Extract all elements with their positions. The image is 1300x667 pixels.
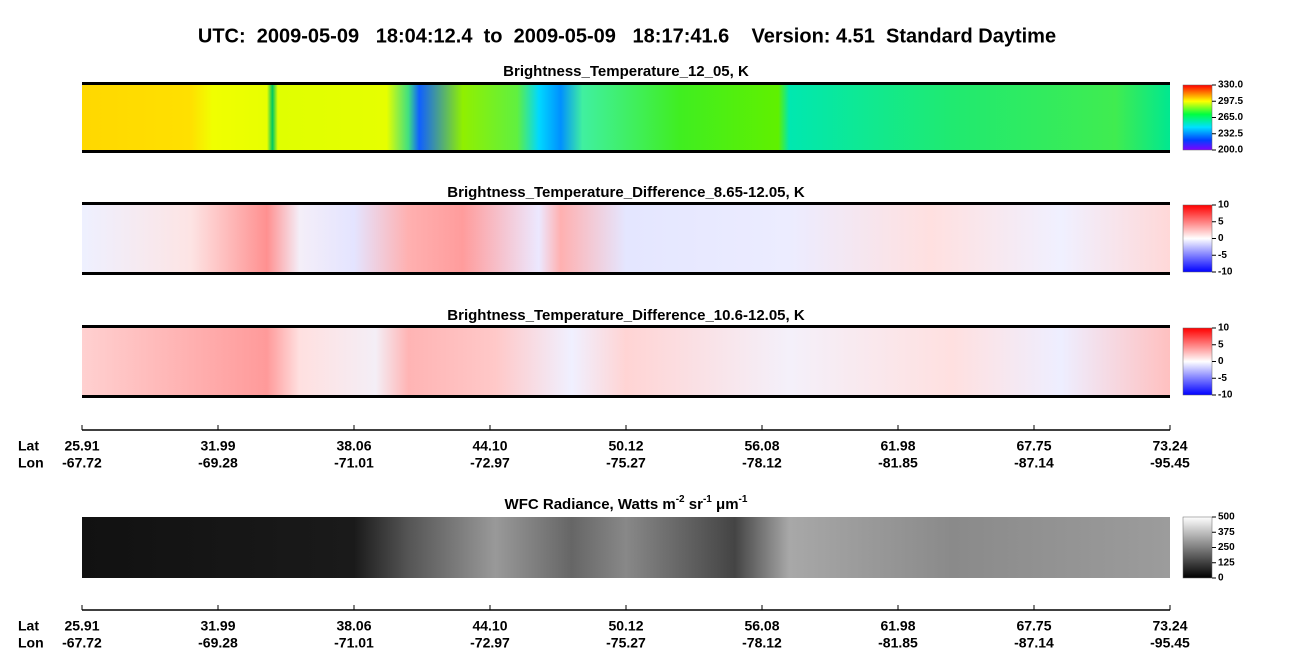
colorbar-tick-label: 125 bbox=[1218, 557, 1235, 568]
title-part: Brightness_Temperature_Difference_8.65-1… bbox=[447, 184, 805, 201]
colorbar bbox=[1182, 204, 1213, 273]
data-strip bbox=[82, 517, 1170, 578]
colorbar-tick-label: 0 bbox=[1218, 356, 1224, 367]
lon-value: -78.12 bbox=[742, 635, 782, 651]
lon-value: -71.01 bbox=[334, 635, 374, 651]
lon-value: -81.85 bbox=[878, 455, 918, 471]
lat-value: 44.10 bbox=[472, 618, 507, 634]
colorbar bbox=[1182, 516, 1213, 579]
strip-border-bottom bbox=[82, 395, 1170, 398]
title-part: -1 bbox=[739, 494, 748, 505]
title-part: -1 bbox=[703, 494, 712, 505]
colorbar-tick-label: 5 bbox=[1218, 339, 1224, 350]
strip-border-top bbox=[82, 82, 1170, 85]
colorbar-tick-label: 297.5 bbox=[1218, 96, 1243, 107]
lat-value: 38.06 bbox=[336, 618, 371, 634]
strip-border-bottom bbox=[82, 272, 1170, 275]
title-part: μm bbox=[712, 496, 739, 513]
colorbar-tick-label: 0 bbox=[1218, 233, 1224, 244]
main-title: UTC: 2009-05-09 18:04:12.4 to 2009-05-09… bbox=[198, 25, 1056, 47]
lon-value: -67.72 bbox=[62, 455, 102, 471]
panel-title: Brightness_Temperature_Difference_8.65-1… bbox=[447, 184, 805, 201]
lon-label: Lon bbox=[18, 455, 44, 471]
lon-value: -75.27 bbox=[606, 455, 646, 471]
data-strip bbox=[82, 85, 1170, 150]
strip-border-top bbox=[82, 202, 1170, 205]
colorbar-tick-label: 250 bbox=[1218, 542, 1235, 553]
colorbar-tick-label: -10 bbox=[1218, 267, 1233, 278]
lat-value: 56.08 bbox=[744, 438, 779, 454]
colorbar-tick-label: -5 bbox=[1218, 250, 1227, 261]
data-strip bbox=[82, 328, 1170, 395]
lon-value: -81.85 bbox=[878, 635, 918, 651]
lon-value: -72.97 bbox=[470, 635, 510, 651]
panel-title: Brightness_Temperature_12_05, K bbox=[503, 63, 749, 80]
lon-value: -75.27 bbox=[606, 635, 646, 651]
lon-value: -95.45 bbox=[1150, 635, 1190, 651]
title-part: -2 bbox=[676, 494, 685, 505]
colorbar-tick-label: 10 bbox=[1218, 323, 1230, 334]
colorbar-tick-label: 330.0 bbox=[1218, 80, 1243, 91]
lon-value: -78.12 bbox=[742, 455, 782, 471]
colorbar-tick-label: 200.0 bbox=[1218, 145, 1243, 156]
panel-title: Brightness_Temperature_Difference_10.6-1… bbox=[447, 307, 805, 324]
strip-border-bottom bbox=[82, 150, 1170, 153]
lat-value: 50.12 bbox=[608, 438, 643, 454]
colorbar-tick-label: 10 bbox=[1218, 200, 1230, 211]
colorbar-tick-label: 265.0 bbox=[1218, 112, 1243, 123]
lon-value: -69.28 bbox=[198, 455, 238, 471]
colorbar bbox=[1182, 84, 1213, 151]
lon-value: -72.97 bbox=[470, 455, 510, 471]
lat-value: 38.06 bbox=[336, 438, 371, 454]
lat-value: 25.91 bbox=[64, 438, 99, 454]
lat-value: 44.10 bbox=[472, 438, 507, 454]
lon-value: -67.72 bbox=[62, 635, 102, 651]
lat-label: Lat bbox=[18, 438, 39, 454]
colorbar-tick-label: 232.5 bbox=[1218, 128, 1243, 139]
lon-value: -87.14 bbox=[1014, 635, 1054, 651]
colorbar-tick-label: -5 bbox=[1218, 373, 1227, 384]
title-part: Brightness_Temperature_12_05, K bbox=[503, 63, 749, 80]
lat-value: 67.75 bbox=[1016, 618, 1051, 634]
title-part: Brightness_Temperature_Difference_10.6-1… bbox=[447, 307, 805, 324]
lon-value: -95.45 bbox=[1150, 455, 1190, 471]
lon-label: Lon bbox=[18, 635, 44, 651]
lat-value: 31.99 bbox=[200, 438, 235, 454]
lat-value: 61.98 bbox=[880, 618, 915, 634]
lat-value: 56.08 bbox=[744, 618, 779, 634]
panel-title: WFC Radiance, Watts m-2 sr-1 μm-1 bbox=[505, 494, 748, 513]
data-strip bbox=[82, 205, 1170, 272]
colorbar-tick-label: 5 bbox=[1218, 216, 1224, 227]
strip-border-top bbox=[82, 325, 1170, 328]
lon-value: -71.01 bbox=[334, 455, 374, 471]
title-part: sr bbox=[685, 496, 704, 513]
lat-value: 50.12 bbox=[608, 618, 643, 634]
lat-value: 73.24 bbox=[1152, 438, 1187, 454]
lon-value: -87.14 bbox=[1014, 455, 1054, 471]
lat-value: 67.75 bbox=[1016, 438, 1051, 454]
lat-value: 61.98 bbox=[880, 438, 915, 454]
lat-value: 25.91 bbox=[64, 618, 99, 634]
colorbar-tick-label: 0 bbox=[1218, 573, 1224, 584]
lat-value: 31.99 bbox=[200, 618, 235, 634]
colorbar-tick-label: 500 bbox=[1218, 512, 1235, 523]
lat-value: 73.24 bbox=[1152, 618, 1187, 634]
lon-value: -69.28 bbox=[198, 635, 238, 651]
colorbar-tick-label: -10 bbox=[1218, 390, 1233, 401]
title-part: WFC Radiance, Watts m bbox=[505, 496, 676, 513]
colorbar-tick-label: 375 bbox=[1218, 527, 1235, 538]
colorbar bbox=[1182, 327, 1213, 396]
lat-label: Lat bbox=[18, 618, 39, 634]
